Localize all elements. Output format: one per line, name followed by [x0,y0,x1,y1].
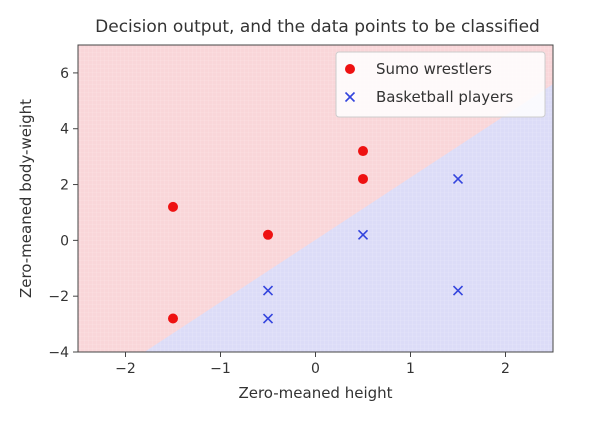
y-tick-label: 4 [60,122,69,138]
basketball-point [262,285,274,296]
x-axis: −2 −1 0 1 2 [115,352,510,377]
legend: Sumo wrestlers Basketball players [335,51,546,118]
x-tick-label: −1 [210,361,231,377]
x-tick-label: 2 [501,361,510,377]
sumo-point [358,173,368,184]
x-axis-title: Zero-meaned height [238,384,392,402]
basketball-point [357,229,369,240]
y-tick-label: −2 [48,289,69,305]
legend-marker [344,91,356,103]
y-tick-label: −4 [48,345,69,361]
basketball-point [262,313,274,324]
legend-marker [345,64,355,74]
legend-label: Sumo wrestlers [376,60,492,78]
y-axis-title: Zero-meaned body-weight [17,99,35,298]
sumo-point [358,146,368,157]
y-tick-label: 0 [60,233,69,249]
legend-box [335,51,546,118]
x-tick-label: 0 [311,361,320,377]
plot-marks [168,146,464,324]
legend-label: Basketball players [376,88,514,106]
sumo-point [168,313,178,324]
y-tick-label: 6 [60,66,69,82]
sumo-point [168,201,178,212]
y-axis: −4 −2 0 2 4 6 [48,66,78,361]
sumo-point [263,229,273,240]
x-tick-label: −2 [115,361,136,377]
y-tick-label: 2 [60,178,69,194]
chart-title: Decision output, and the data points to … [95,17,540,37]
x-tick-label: 1 [406,361,415,377]
basketball-point [452,285,464,296]
basketball-point [452,173,464,185]
